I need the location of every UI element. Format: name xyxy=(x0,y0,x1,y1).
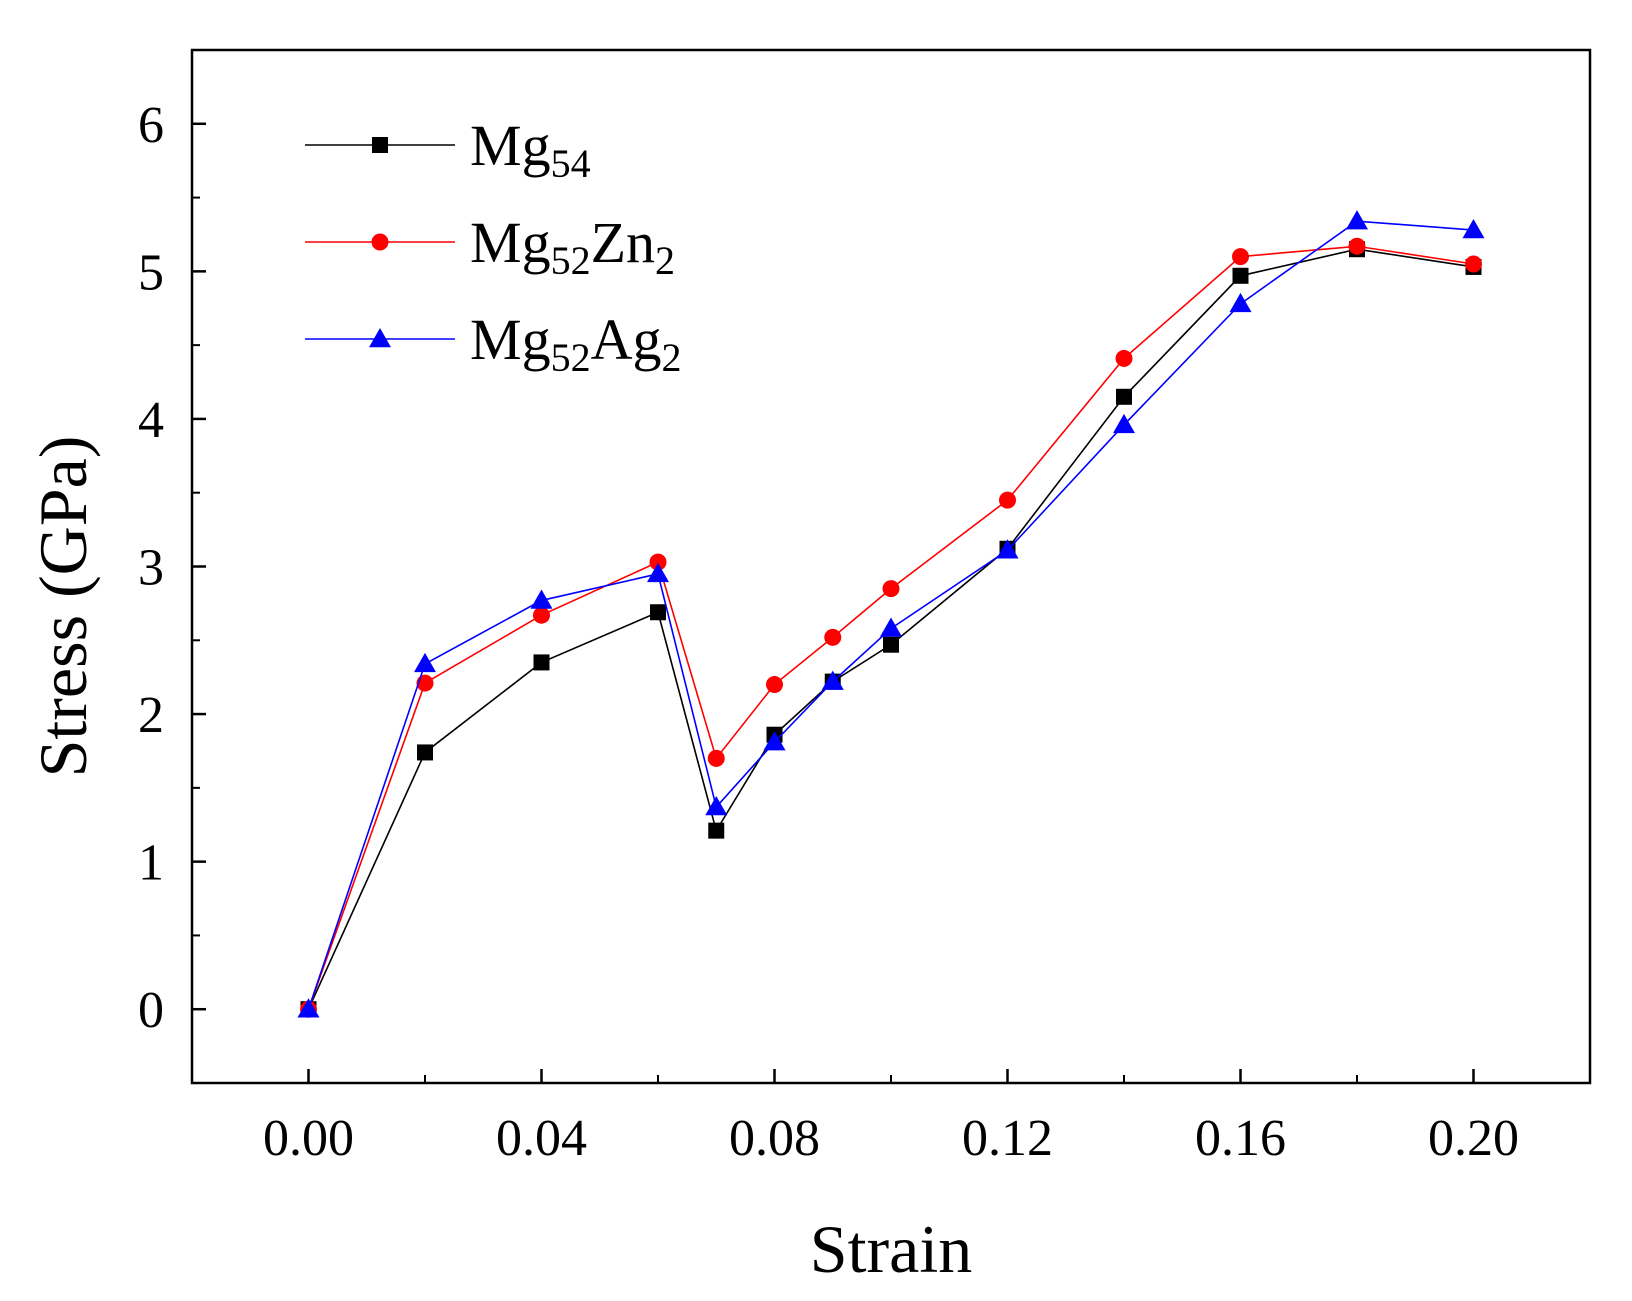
data-point xyxy=(414,652,436,673)
y-tick-label: 4 xyxy=(138,392,164,449)
legend: Mg54 Mg52Zn2 Mg52Ag2 xyxy=(305,113,681,380)
y-tick-label: 5 xyxy=(138,244,164,301)
series-Mg52Ag2 xyxy=(297,210,1485,1018)
data-point xyxy=(1229,292,1252,313)
data-point xyxy=(821,670,844,690)
x-tick-label: 0.00 xyxy=(263,1110,354,1167)
data-point xyxy=(297,998,320,1018)
data-point xyxy=(1346,210,1368,230)
plot-frame xyxy=(190,48,1592,1085)
x-tick-label: 0.12 xyxy=(962,1110,1053,1167)
data-point xyxy=(708,822,725,839)
legend-item-Mg54: Mg54 xyxy=(305,113,591,186)
legend-marker xyxy=(372,137,388,153)
data-point xyxy=(766,676,783,694)
data-point xyxy=(649,553,667,571)
series-Mg52Zn2 xyxy=(300,237,1482,1018)
data-point xyxy=(647,562,669,583)
x-tick-label: 0.16 xyxy=(1195,1110,1286,1167)
y-tick-label: 3 xyxy=(138,540,164,597)
data-point xyxy=(1465,255,1482,273)
data-point xyxy=(996,539,1019,559)
legend-label: Mg52Ag2 xyxy=(470,307,681,380)
axes-layer: 0.00 0.04 0.08 0.12 0.16 0.20 0 1 2 3 4 5 6 xyxy=(138,48,1592,1167)
data-point xyxy=(533,606,550,624)
data-point xyxy=(999,491,1016,509)
data-point xyxy=(1462,219,1485,239)
data-point xyxy=(650,604,666,621)
y-tick-label: 6 xyxy=(138,97,164,154)
series-layer xyxy=(297,210,1485,1018)
data-point xyxy=(1232,248,1249,266)
y-tick-label: 1 xyxy=(138,835,164,892)
data-point xyxy=(1348,237,1366,255)
legend-label: Mg52Zn2 xyxy=(470,210,675,283)
data-point xyxy=(533,654,550,671)
data-point xyxy=(1115,349,1133,367)
data-point xyxy=(883,636,899,653)
legend-label: Mg54 xyxy=(470,113,591,186)
data-point xyxy=(1232,267,1249,284)
y-tick-label: 0 xyxy=(138,982,164,1039)
y-tick-label: 2 xyxy=(138,687,164,744)
data-point xyxy=(707,749,725,767)
x-axis-title: Strain xyxy=(810,1211,972,1287)
x-tick-label: 0.08 xyxy=(729,1110,820,1167)
data-point xyxy=(824,628,842,646)
legend-item-Mg52Ag2: Mg52Ag2 xyxy=(305,307,681,380)
x-tick-label: 0.20 xyxy=(1428,1110,1519,1167)
legend-marker xyxy=(371,233,389,251)
legend-item-Mg52Zn2: Mg52Zn2 xyxy=(305,210,675,283)
y-axis-title: Stress (GPa) xyxy=(25,436,101,778)
data-point xyxy=(763,731,786,751)
data-point xyxy=(882,580,900,598)
x-tick-label: 0.04 xyxy=(496,1110,587,1167)
data-point xyxy=(880,617,902,637)
data-point xyxy=(1113,413,1135,434)
data-point xyxy=(1116,388,1132,405)
legend-marker xyxy=(369,328,391,348)
data-point xyxy=(417,744,433,761)
data-point xyxy=(705,796,728,816)
data-point xyxy=(530,589,553,609)
